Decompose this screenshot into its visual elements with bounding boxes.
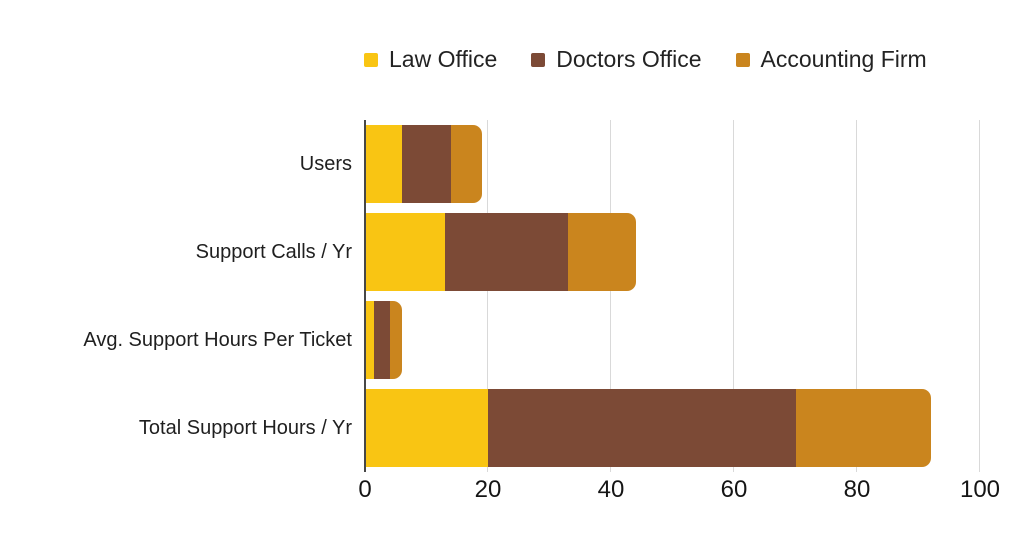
stacked-bar-1 xyxy=(365,213,980,291)
stacked-bar-0 xyxy=(365,125,980,203)
bar-segment-accounting-firm xyxy=(795,389,931,467)
category-label-3: Total Support Hours / Yr xyxy=(138,416,352,439)
x-tick-label-40: 40 xyxy=(597,476,625,503)
category-labels: Users Support Calls / Yr Avg. Support Hour… xyxy=(0,120,352,472)
category-label-0: Users xyxy=(299,152,352,175)
gridline-80 xyxy=(856,120,857,472)
legend-label: Doctors Office xyxy=(556,46,702,72)
bar-segment-accounting-firm xyxy=(451,125,482,203)
gridline-100 xyxy=(979,120,980,472)
bar-segment-accounting-firm xyxy=(567,213,636,291)
gridline-60 xyxy=(733,120,734,472)
legend-label: Accounting Firm xyxy=(760,46,927,72)
legend: Law Office Doctors Office Accounting Firm xyxy=(364,46,927,73)
legend-label: Law Office xyxy=(389,46,498,72)
bar-segment-doctors-office xyxy=(374,301,390,379)
legend-swatch-icon xyxy=(364,52,378,67)
bar-segment-law-office xyxy=(365,301,375,379)
stacked-bar-3 xyxy=(365,389,980,467)
x-tick-label-60: 60 xyxy=(720,476,748,503)
stacked-bar-2 xyxy=(365,301,980,379)
legend-item-0: Law Office xyxy=(364,46,497,73)
bar-segment-accounting-firm xyxy=(389,301,402,379)
legend-item-1: Doctors Office xyxy=(531,46,702,73)
bar-row-2 xyxy=(365,296,980,384)
bar-rows xyxy=(365,120,980,472)
bar-segment-law-office xyxy=(365,125,402,203)
category-label-1: Support Calls / Yr xyxy=(195,240,352,263)
bar-segment-doctors-office xyxy=(401,125,452,203)
legend-item-2: Accounting Firm xyxy=(735,46,927,73)
bar-segment-law-office xyxy=(365,389,488,467)
x-tick-label-80: 80 xyxy=(843,476,871,503)
gridline-40 xyxy=(610,120,611,472)
x-tick-label-20: 20 xyxy=(474,476,502,503)
legend-swatch-icon xyxy=(531,52,546,67)
bar-segment-law-office xyxy=(365,213,445,291)
bar-row-3 xyxy=(365,384,980,472)
bar-segment-doctors-office xyxy=(444,213,568,291)
x-tick-label-100: 100 xyxy=(959,476,1001,503)
bar-segment-doctors-office xyxy=(488,389,796,467)
y-axis-line xyxy=(364,120,366,472)
legend-swatch-icon xyxy=(735,52,750,67)
bar-row-0 xyxy=(365,120,980,208)
plot-area xyxy=(364,120,980,472)
gridline-20 xyxy=(487,120,488,472)
category-label-2: Avg. Support Hours Per Ticket xyxy=(83,328,352,351)
bar-row-1 xyxy=(365,208,980,296)
x-axis-tick-labels: 0 20 40 60 80 100 xyxy=(358,476,1000,508)
x-tick-label-0: 0 xyxy=(358,476,372,503)
